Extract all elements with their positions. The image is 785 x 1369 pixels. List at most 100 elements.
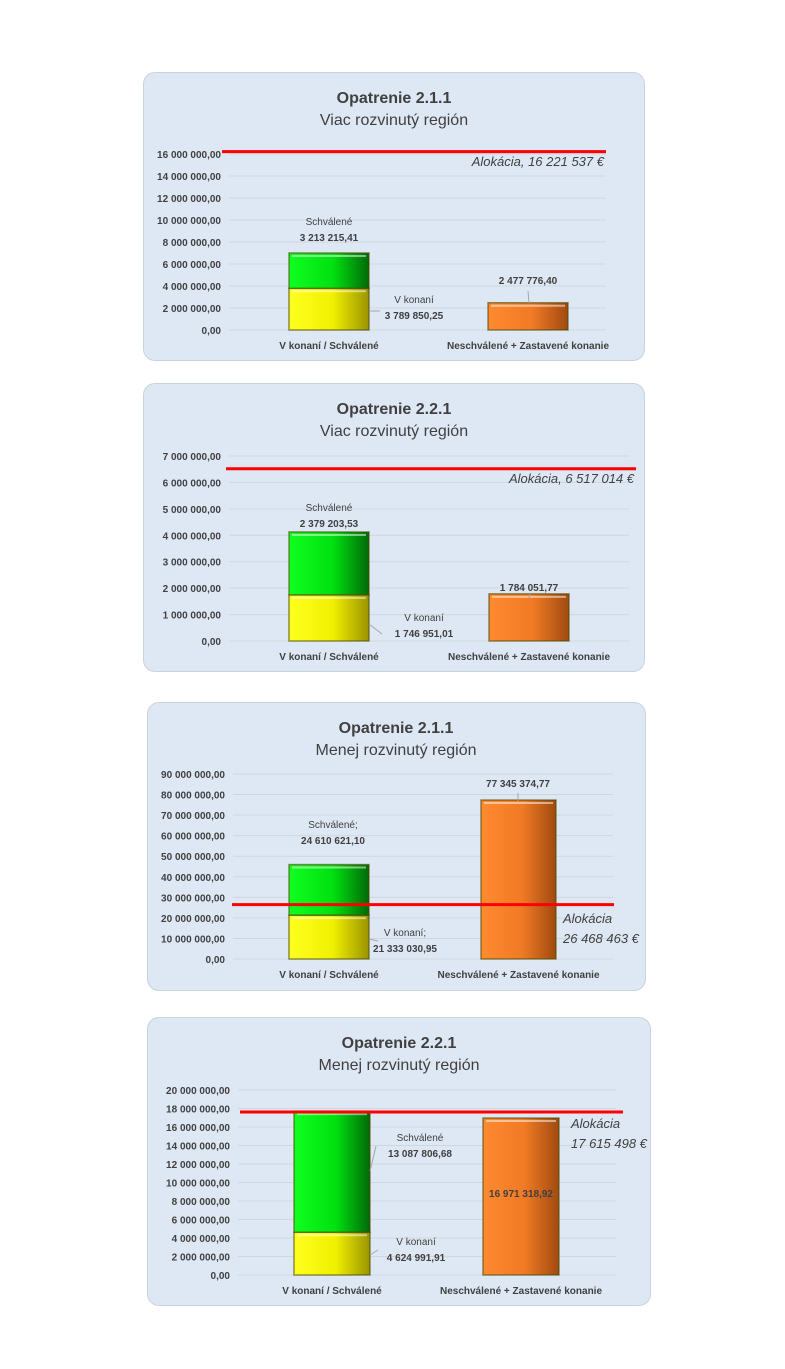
- y-tick-label: 18 000 000,00: [166, 1105, 230, 1116]
- bar-v-konani: [293, 1231, 371, 1276]
- allocation-label: Alokácia: [570, 1116, 620, 1131]
- y-tick-label: 10 000 000,00: [157, 216, 221, 227]
- allocation-label: 26 468 463 €: [562, 931, 640, 946]
- y-tick-label: 2 000 000,00: [163, 304, 222, 315]
- y-tick-label: 10 000 000,00: [166, 1179, 230, 1190]
- data-label-schvalene-name: Schválené: [306, 503, 353, 514]
- x-category-label: Neschválené + Zastavené konanie: [448, 652, 610, 663]
- bar-schvalene: [288, 863, 370, 916]
- y-tick-label: 30 000 000,00: [161, 893, 225, 904]
- chart-title: Opatrenie 2.2.1: [337, 401, 452, 418]
- y-tick-label: 12 000 000,00: [157, 194, 221, 205]
- y-tick-label: 50 000 000,00: [161, 852, 225, 863]
- data-label-schvalene-name: Schválené: [306, 217, 353, 228]
- y-tick-label: 2 000 000,00: [172, 1253, 231, 1264]
- x-category-label: V konaní / Schválené: [279, 652, 379, 663]
- x-category-label: V konaní / Schválené: [279, 970, 379, 981]
- data-label-neschvalene-value: 1 784 051,77: [500, 583, 559, 594]
- y-tick-label: 5 000 000,00: [163, 505, 222, 516]
- data-label-neschvalene-value: 2 477 776,40: [499, 276, 558, 287]
- y-tick-label: 40 000 000,00: [161, 873, 225, 884]
- data-label-schvalene-value: 2 379 203,53: [300, 519, 359, 530]
- y-tick-label: 3 000 000,00: [163, 558, 222, 569]
- data-label-neschvalene-leader: [527, 290, 530, 304]
- bar-neschvalene: [480, 799, 557, 960]
- data-label-v-konani-leader: [369, 1249, 379, 1256]
- data-label-v-konani-value: 1 746 951,01: [395, 629, 454, 640]
- y-tick-label: 14 000 000,00: [157, 172, 221, 183]
- x-category-label: V konaní / Schválené: [282, 1286, 382, 1297]
- allocation-label: Alokácia: [562, 911, 612, 926]
- data-label-v-konani-value: 21 333 030,95: [373, 944, 437, 955]
- x-category-label: Neschválené + Zastavené konanie: [437, 970, 599, 981]
- bar-v-konani: [288, 594, 370, 642]
- y-tick-label: 4 000 000,00: [163, 282, 222, 293]
- x-category-label: Neschválené + Zastavené konanie: [440, 1286, 602, 1297]
- data-label-v-konani-value: 4 624 991,91: [387, 1253, 446, 1264]
- y-tick-label: 20 000 000,00: [161, 914, 225, 925]
- y-tick-label: 60 000 000,00: [161, 832, 225, 843]
- chart-subtitle: Menej rozvinutý región: [319, 1057, 480, 1074]
- y-tick-label: 8 000 000,00: [172, 1197, 231, 1208]
- bar-neschvalene: [487, 301, 569, 331]
- chart-subtitle: Menej rozvinutý región: [316, 742, 477, 759]
- y-tick-label: 14 000 000,00: [166, 1142, 230, 1153]
- data-label-v-konani-name: V konaní: [404, 613, 444, 624]
- y-tick-label: 6 000 000,00: [163, 260, 222, 271]
- y-tick-label: 6 000 000,00: [172, 1216, 231, 1227]
- y-tick-label: 12 000 000,00: [166, 1160, 230, 1171]
- data-label-schvalene-value: 3 213 215,41: [300, 233, 359, 244]
- allocation-label: Alokácia, 16 221 537 €: [471, 154, 605, 169]
- chart-card-2-2-1-viac: Opatrenie 2.2.1 Viac rozvinutý región 0,00…: [143, 383, 645, 672]
- chart-title: Opatrenie 2.1.1: [337, 90, 452, 107]
- y-tick-label: 4 000 000,00: [172, 1234, 231, 1245]
- y-tick-label: 20 000 000,00: [166, 1086, 230, 1097]
- allocation-label: Alokácia, 6 517 014 €: [508, 471, 635, 486]
- y-tick-label: 0,00: [202, 326, 222, 337]
- y-tick-label: 70 000 000,00: [161, 811, 225, 822]
- y-tick-label: 80 000 000,00: [161, 791, 225, 802]
- y-tick-label: 6 000 000,00: [163, 478, 222, 489]
- chart: Opatrenie 2.1.1 Viac rozvinutý región 0,00…: [157, 90, 609, 352]
- y-tick-label: 1 000 000,00: [163, 611, 222, 622]
- chart-card-2-2-1-menej: Opatrenie 2.2.1 Menej rozvinutý región 0,0…: [147, 1017, 651, 1306]
- bar-v-konani: [288, 287, 370, 331]
- y-tick-label: 8 000 000,00: [163, 238, 222, 249]
- y-tick-label: 4 000 000,00: [163, 531, 222, 542]
- data-label-neschvalene-leader: [528, 593, 531, 599]
- x-category-label: Neschválené + Zastavené konanie: [447, 341, 609, 352]
- chart-subtitle: Viac rozvinutý región: [320, 423, 468, 440]
- y-tick-label: 0,00: [202, 637, 222, 648]
- chart-subtitle: Viac rozvinutý región: [320, 112, 468, 129]
- y-tick-label: 0,00: [206, 955, 226, 966]
- y-tick-label: 16 000 000,00: [157, 150, 221, 161]
- y-tick-label: 2 000 000,00: [163, 584, 222, 595]
- y-tick-label: 0,00: [211, 1271, 231, 1282]
- data-label-schvalene-name: Schválené;: [308, 820, 357, 831]
- bar-schvalene: [293, 1110, 371, 1233]
- data-label-schvalene-leader: [369, 1145, 377, 1172]
- data-label-schvalene-value: 13 087 806,68: [388, 1149, 452, 1160]
- chart-title: Opatrenie 2.2.1: [342, 1035, 457, 1052]
- chart-title: Opatrenie 2.1.1: [339, 720, 454, 737]
- data-label-schvalene-name: Schválené: [397, 1133, 444, 1144]
- chart: Opatrenie 2.2.1 Viac rozvinutý región 0,00…: [163, 401, 636, 663]
- data-label-v-konani-leader: [368, 623, 383, 635]
- bar-schvalene: [288, 531, 370, 596]
- y-tick-label: 10 000 000,00: [161, 934, 225, 945]
- x-category-label: V konaní / Schválené: [279, 341, 379, 352]
- bar-schvalene: [288, 252, 370, 290]
- data-label-schvalene-value: 24 610 621,10: [301, 836, 365, 847]
- data-label-v-konani-name: V konaní: [394, 295, 434, 306]
- data-label-v-konani-value: 3 789 850,25: [385, 311, 444, 322]
- allocation-label: 17 615 498 €: [571, 1136, 648, 1151]
- bar-v-konani: [288, 914, 370, 960]
- data-label-v-konani-name: V konaní;: [384, 928, 426, 939]
- y-tick-label: 90 000 000,00: [161, 770, 225, 781]
- y-tick-label: 7 000 000,00: [163, 452, 222, 463]
- data-label-neschvalene-value: 77 345 374,77: [486, 779, 550, 790]
- chart: Opatrenie 2.1.1 Menej rozvinutý región 0,0…: [161, 720, 640, 981]
- chart-card-2-1-1-viac: Opatrenie 2.1.1 Viac rozvinutý región 0,00…: [143, 72, 645, 361]
- chart: Opatrenie 2.2.1 Menej rozvinutý región 0,0…: [166, 1035, 648, 1297]
- bar-neschvalene: [488, 593, 570, 642]
